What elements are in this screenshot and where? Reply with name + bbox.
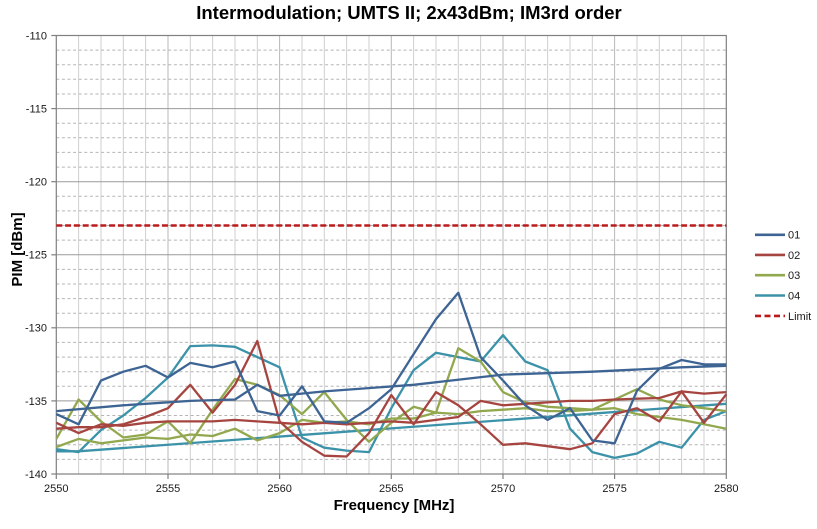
svg-text:Intermodulation; UMTS II; 2x43: Intermodulation; UMTS II; 2x43dBm; IM3rd… [196, 2, 622, 23]
svg-text:02: 02 [788, 250, 800, 262]
svg-text:-120: -120 [25, 177, 47, 189]
svg-text:-110: -110 [26, 30, 47, 42]
svg-text:01: 01 [788, 230, 800, 242]
svg-text:-125: -125 [25, 250, 47, 262]
svg-text:-115: -115 [26, 104, 47, 116]
svg-text:PIM [dBm]: PIM [dBm] [9, 212, 26, 286]
svg-text:2560: 2560 [267, 483, 291, 495]
svg-text:04: 04 [788, 290, 800, 302]
svg-text:2565: 2565 [379, 483, 403, 495]
svg-text:2550: 2550 [44, 483, 68, 495]
svg-text:-135: -135 [25, 396, 47, 408]
svg-text:2555: 2555 [156, 483, 180, 495]
svg-text:2575: 2575 [602, 483, 626, 495]
svg-text:-130: -130 [25, 323, 47, 335]
svg-text:Frequency [MHz]: Frequency [MHz] [334, 497, 455, 514]
svg-text:Limit: Limit [788, 311, 811, 323]
svg-text:2580: 2580 [714, 483, 738, 495]
svg-text:03: 03 [788, 270, 800, 282]
svg-text:2570: 2570 [491, 483, 515, 495]
svg-text:-140: -140 [25, 469, 47, 481]
